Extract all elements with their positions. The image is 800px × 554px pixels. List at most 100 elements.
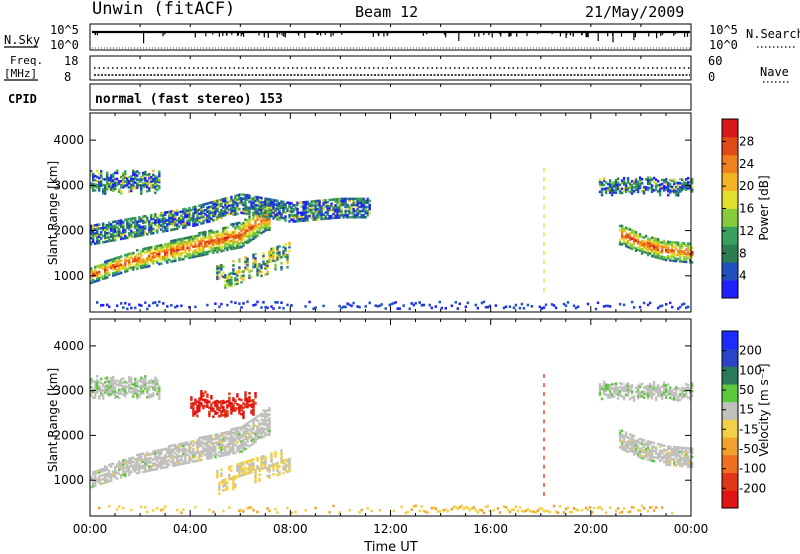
cell — [214, 445, 217, 449]
cell — [172, 245, 175, 249]
cell — [310, 204, 313, 207]
cell — [338, 216, 341, 219]
cell — [236, 244, 239, 248]
cell — [160, 250, 163, 253]
cell — [300, 201, 303, 204]
cell — [681, 241, 684, 245]
cell — [608, 384, 612, 387]
cell — [192, 402, 195, 405]
freq-panel: Freq. [MHz] 18 8 60 0 Nave — [4, 54, 790, 84]
cell — [656, 190, 660, 193]
cell — [114, 187, 117, 191]
cell — [334, 200, 337, 203]
cell — [136, 396, 139, 400]
cell — [340, 197, 343, 201]
cell — [606, 395, 610, 399]
cell — [622, 237, 626, 241]
cell — [284, 215, 287, 218]
cell — [250, 506, 253, 510]
cell — [128, 175, 131, 179]
cell — [138, 234, 141, 237]
cell — [638, 234, 642, 238]
cell — [288, 467, 291, 471]
cell — [404, 511, 407, 515]
cell — [250, 201, 253, 204]
cell — [146, 263, 149, 266]
cell — [114, 224, 117, 227]
cell — [236, 246, 239, 250]
cell — [200, 237, 203, 241]
cell — [677, 462, 680, 465]
cell — [192, 239, 195, 242]
cell — [258, 229, 261, 232]
cell — [92, 177, 95, 180]
cell — [272, 467, 275, 470]
cell — [214, 433, 217, 437]
cell — [92, 187, 95, 190]
cell — [114, 392, 117, 395]
cell — [230, 210, 233, 213]
cell — [162, 211, 165, 215]
cell — [172, 213, 175, 217]
cell — [224, 447, 227, 451]
cell — [188, 240, 191, 243]
cell — [266, 425, 269, 428]
cell — [96, 301, 99, 304]
cell — [230, 272, 233, 275]
cell — [270, 253, 273, 257]
cell — [192, 224, 195, 227]
cell — [675, 450, 678, 453]
cell — [190, 402, 193, 405]
cell — [624, 433, 628, 436]
cell — [354, 213, 357, 217]
cell — [128, 252, 131, 256]
cell — [232, 450, 235, 453]
cell — [112, 173, 115, 176]
cell — [198, 252, 201, 255]
cell — [142, 181, 145, 185]
power-frame — [89, 112, 692, 313]
cell — [677, 450, 680, 453]
cell — [628, 449, 632, 452]
cell — [608, 191, 612, 194]
cell — [679, 249, 682, 253]
velocity-cells — [90, 374, 694, 515]
cell — [652, 253, 656, 256]
cell — [158, 222, 161, 226]
cell — [254, 207, 257, 211]
cell — [598, 180, 602, 183]
cell — [128, 473, 131, 477]
cell — [685, 186, 688, 189]
cell — [156, 244, 159, 248]
cell — [252, 233, 255, 236]
cell — [126, 459, 129, 463]
cell — [128, 264, 131, 268]
cell — [222, 452, 225, 455]
cell — [498, 511, 502, 514]
cell — [156, 304, 159, 307]
cell — [610, 387, 614, 390]
cell — [665, 463, 668, 466]
cell — [202, 211, 205, 215]
cell — [592, 506, 596, 510]
cell — [681, 462, 684, 466]
cell — [232, 268, 235, 271]
cell — [346, 197, 349, 201]
cell — [264, 411, 267, 415]
cell — [242, 193, 245, 196]
cell — [691, 186, 694, 189]
cell — [252, 217, 255, 220]
y-tick-label: 2000 — [53, 224, 84, 238]
cell — [170, 246, 173, 249]
cell — [236, 240, 239, 243]
cell — [96, 271, 99, 274]
cell — [654, 245, 658, 249]
cell — [362, 207, 365, 211]
cell — [364, 215, 367, 219]
cell — [654, 249, 658, 253]
cell — [120, 223, 123, 226]
cell — [338, 212, 341, 215]
cell — [208, 448, 211, 452]
cell — [180, 252, 183, 255]
cell — [650, 445, 654, 448]
